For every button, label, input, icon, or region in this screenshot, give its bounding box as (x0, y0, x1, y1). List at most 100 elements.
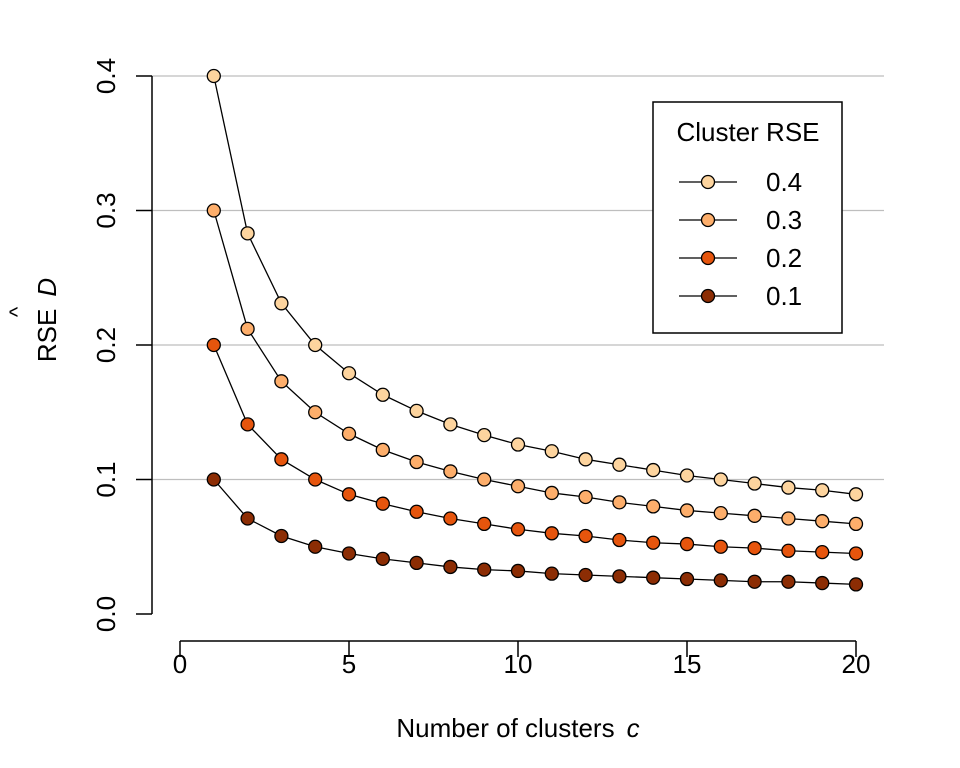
point-0.3-4 (308, 405, 323, 420)
y-tick-label-2: 0.2 (91, 327, 121, 363)
point-0.3-18 (781, 511, 796, 526)
point-0.1-19 (815, 575, 830, 591)
point-0.2-17 (747, 540, 762, 556)
point-0.4-14 (646, 462, 661, 478)
point-0.1-15 (679, 571, 695, 587)
axes: 0.0 0.1 0.2 0.3 0.4 0 5 10 15 20 (91, 58, 870, 679)
point-0.1-7 (409, 555, 424, 571)
point-0.3-3 (274, 374, 289, 389)
series-line-0.1 (213, 479, 857, 586)
point-0.3-14 (646, 499, 661, 514)
point-0.2-15 (679, 536, 695, 552)
series-line-0.2 (213, 344, 857, 555)
series-0.3 (206, 203, 864, 532)
y-axis-label-variable: D (32, 278, 62, 297)
series-0.1 (206, 472, 864, 592)
point-0.3-13 (612, 495, 627, 510)
point-0.3-7 (409, 454, 424, 470)
point-0.2-13 (612, 532, 627, 548)
point-0.3-17 (747, 508, 762, 523)
legend-box (652, 101, 843, 334)
x-tick-label-2: 10 (504, 649, 533, 679)
point-0.3-16 (713, 505, 728, 521)
point-0.4-12 (578, 452, 593, 467)
point-0.4-9 (477, 427, 492, 443)
point-0.1-3 (274, 528, 289, 544)
x-ticks: 0 5 10 15 20 (173, 641, 871, 679)
point-0.2-11 (544, 526, 559, 541)
point-0.3-19 (815, 514, 830, 529)
point-0.4-16 (713, 472, 728, 487)
x-tick-label-4: 20 (842, 649, 871, 679)
x-tick-label-0: 0 (173, 649, 187, 679)
legend: Cluster RSE 0.4 0.3 0.2 0.1 (652, 101, 843, 334)
legend-marker-0.4 (700, 174, 716, 190)
point-0.4-20 (848, 487, 864, 502)
point-0.3-8 (443, 464, 458, 479)
y-tick-label-1: 0.1 (91, 461, 121, 497)
x-axis-label: Number of clusters c (396, 713, 639, 743)
point-0.2-1 (206, 337, 221, 353)
point-0.4-13 (612, 457, 627, 472)
point-0.1-20 (848, 577, 864, 592)
point-0.3-15 (679, 503, 695, 518)
point-0.2-4 (308, 472, 323, 487)
point-0.2-12 (578, 528, 593, 544)
point-0.1-13 (612, 569, 627, 584)
legend-label-0.3: 0.3 (766, 205, 802, 235)
y-tick-label-4: 0.4 (91, 58, 121, 94)
point-0.4-11 (544, 444, 559, 459)
point-0.3-9 (477, 472, 492, 487)
point-0.4-2 (240, 226, 255, 241)
point-0.1-16 (713, 573, 728, 588)
point-0.2-6 (375, 496, 390, 511)
legend-marker-0.1 (700, 288, 716, 304)
point-0.3-6 (375, 442, 390, 458)
point-0.1-10 (510, 563, 526, 579)
series-layer (206, 68, 864, 592)
point-0.2-10 (510, 522, 526, 537)
point-0.1-9 (477, 562, 492, 577)
point-0.1-2 (240, 511, 255, 526)
series-0.4 (206, 68, 864, 502)
point-0.1-18 (781, 574, 796, 589)
point-0.4-10 (510, 437, 526, 452)
y-ticks: 0.0 0.1 0.2 0.3 0.4 (91, 58, 152, 632)
y-axis-label-text: RSE (32, 309, 62, 362)
y-tick-label-0: 0.0 (91, 596, 121, 632)
legend-label-0.2: 0.2 (766, 243, 802, 273)
point-0.2-18 (781, 543, 796, 558)
x-axis-label-variable: c (627, 713, 640, 743)
point-0.4-17 (747, 476, 762, 491)
point-0.1-4 (308, 539, 323, 554)
x-tick-label-3: 15 (673, 649, 702, 679)
point-0.4-6 (375, 387, 390, 402)
point-0.2-19 (815, 544, 830, 560)
point-0.1-14 (646, 570, 661, 585)
legend-label-0.4: 0.4 (766, 167, 802, 197)
point-0.2-20 (848, 546, 864, 561)
legend-item-0.3: 0.3 (679, 205, 802, 235)
point-0.1-17 (747, 574, 762, 589)
point-0.3-20 (848, 516, 864, 532)
point-0.1-1 (206, 472, 221, 487)
point-0.4-4 (308, 337, 323, 353)
point-0.2-5 (341, 487, 357, 502)
point-0.3-10 (510, 479, 526, 494)
point-0.2-8 (443, 511, 458, 526)
point-0.4-15 (679, 468, 695, 483)
legend-marker-0.3 (700, 212, 716, 228)
point-0.2-14 (646, 535, 661, 550)
point-0.1-6 (375, 551, 390, 567)
point-0.2-7 (409, 504, 424, 519)
x-tick-label-1: 5 (342, 649, 356, 679)
point-0.4-8 (443, 417, 458, 432)
legend-label-0.1: 0.1 (766, 281, 802, 311)
point-0.4-5 (341, 366, 357, 381)
x-axis-label-text: Number of clusters (396, 713, 614, 743)
point-0.2-2 (240, 417, 255, 432)
legend-title: Cluster RSE (676, 117, 819, 147)
point-0.4-1 (206, 68, 221, 84)
point-0.4-7 (409, 403, 424, 419)
legend-marker-0.2 (700, 250, 716, 266)
